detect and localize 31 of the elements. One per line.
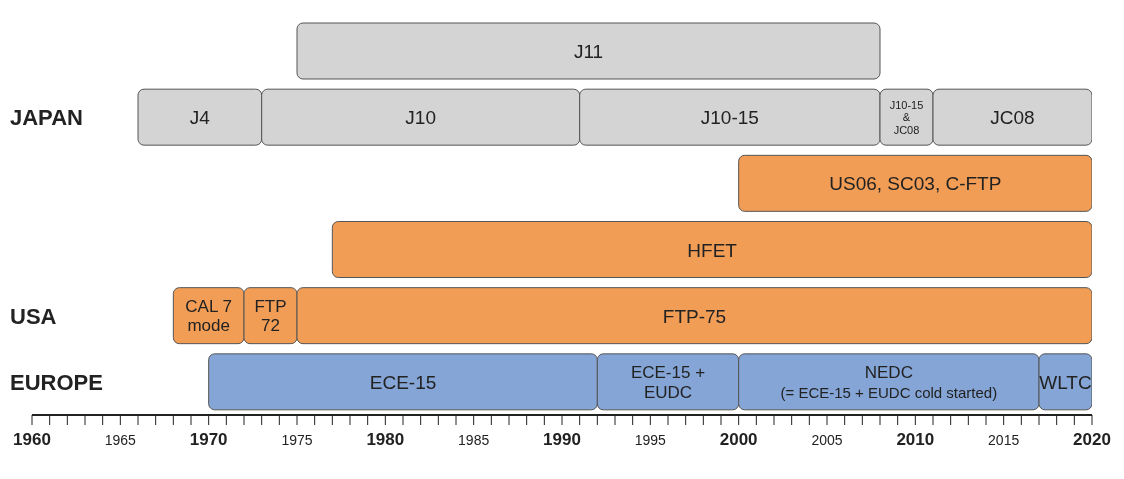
series-label: US06, SC03, C-FTP — [829, 172, 1002, 194]
x-tick-label: 1970 — [189, 430, 228, 449]
series-label: J10-15 & JC08 — [889, 98, 924, 136]
series-label: FTP-75 — [662, 305, 727, 327]
series-label: J10-15 — [700, 106, 759, 128]
x-tick-label: 1990 — [543, 430, 581, 449]
series-label: HFET — [687, 239, 738, 260]
series-label: WLTC — [1039, 371, 1092, 393]
x-tick-label: 2010 — [896, 430, 935, 449]
series-label: CAL 7 mode — [185, 296, 232, 335]
y-tick-label: JAPAN — [10, 105, 83, 131]
x-tick-label: 1975 — [281, 432, 313, 448]
x-tick-label: 2000 — [719, 430, 758, 449]
x-tick-label: 1965 — [104, 432, 137, 448]
series-label: ECE-15 — [369, 371, 437, 393]
x-tick-label: 1980 — [366, 430, 405, 449]
x-tick-label: 1985 — [458, 432, 490, 448]
series-label: J11 — [573, 40, 604, 62]
x-tick-label: 2020 — [1073, 430, 1111, 449]
series-label: NEDC (= ECE-15 + EUDC cold started) — [780, 362, 998, 401]
y-tick-label: USA — [10, 303, 57, 329]
x-tick-label: 1995 — [634, 432, 667, 448]
series-label: J10 — [405, 106, 436, 128]
series-label: JC08 — [990, 106, 1035, 128]
series-label: FTP 72 — [254, 296, 287, 335]
x-tick-label: 2005 — [811, 432, 843, 448]
y-tick-label: EUROPE — [10, 369, 103, 395]
series-label: ECE-15 + EUDC — [630, 362, 706, 402]
x-tick-label: 2015 — [988, 432, 1020, 448]
series-label: J4 — [189, 106, 211, 128]
x-tick-label: 1960 — [13, 430, 51, 449]
